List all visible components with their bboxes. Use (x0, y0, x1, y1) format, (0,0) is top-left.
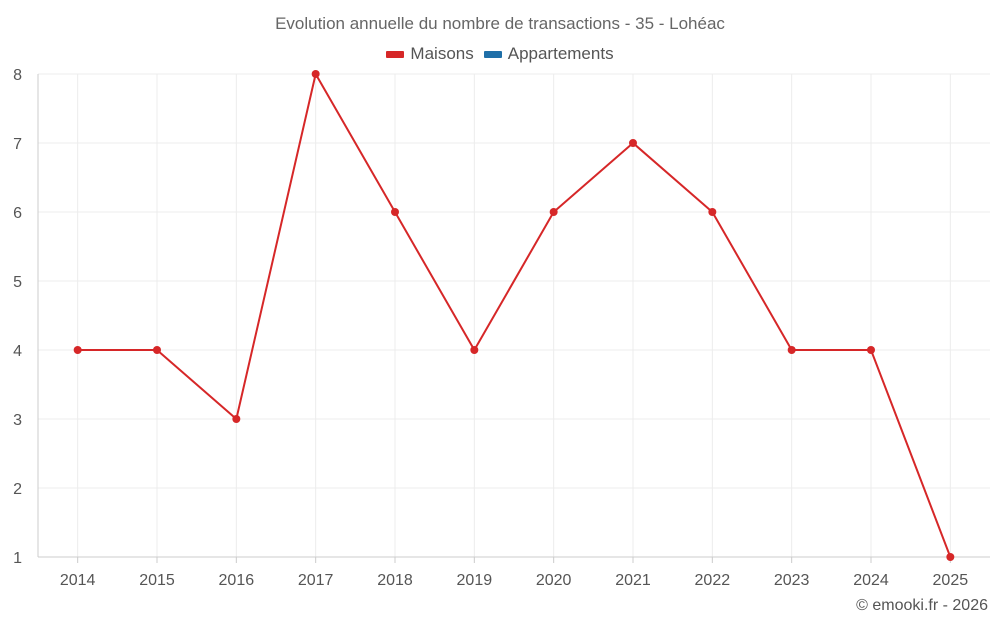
y-tick-label: 7 (13, 136, 22, 153)
x-tick-label: 2019 (457, 572, 493, 589)
grid (38, 73, 990, 557)
data-point (470, 346, 479, 354)
legend-item-appartements[interactable]: Appartements (483, 44, 614, 64)
data-point (391, 208, 399, 216)
data-point (549, 208, 558, 216)
data-point (232, 415, 241, 423)
y-tick-label: 8 (13, 67, 22, 84)
x-tick-label: 2015 (139, 572, 175, 589)
axes: 1 2 3 4 5 6 7 8 2014 2015 2016 2017 2018 2019 2020 2021… (13, 67, 990, 589)
y-tick-label: 6 (13, 205, 22, 222)
legend-label-maisons: Maisons (410, 44, 474, 63)
series-line-maisons (77, 73, 952, 558)
y-tick-label: 1 (13, 550, 22, 567)
data-point (311, 70, 320, 78)
data-point (73, 346, 82, 354)
legend-item-maisons[interactable]: Maisons (386, 44, 474, 64)
x-tick-label: 2022 (695, 572, 731, 589)
legend-label-appartements: Appartements (507, 44, 614, 63)
x-tick-label: 2018 (377, 572, 413, 589)
data-point (946, 553, 955, 561)
x-tick-label: 2017 (298, 572, 334, 589)
data-point (867, 346, 875, 354)
data-point (787, 346, 796, 354)
chart-legend: Maisons Appartements (0, 44, 1000, 64)
y-tick-label: 3 (13, 412, 22, 429)
y-tick-label: 4 (13, 343, 22, 360)
legend-swatch-maisons (386, 50, 405, 58)
x-tick-label: 2014 (60, 572, 96, 589)
x-tick-label: 2024 (853, 572, 889, 589)
x-tick-label: 2016 (219, 572, 255, 589)
series-maisons (73, 70, 955, 561)
y-tick-label: 5 (13, 274, 22, 291)
y-tick-label: 2 (13, 481, 22, 498)
x-tick-label: 2025 (933, 572, 969, 589)
x-tick-label: 2023 (774, 572, 810, 589)
legend-swatch-appartements (483, 50, 502, 58)
data-point (629, 139, 637, 147)
data-point (153, 346, 161, 354)
chart-title: Evolution annuelle du nombre de transact… (275, 14, 725, 33)
x-tick-label: 2020 (536, 572, 572, 589)
data-point (708, 208, 717, 216)
copyright-text: © emooki.fr - 2026 (856, 597, 988, 614)
x-tick-label: 2021 (615, 572, 651, 589)
